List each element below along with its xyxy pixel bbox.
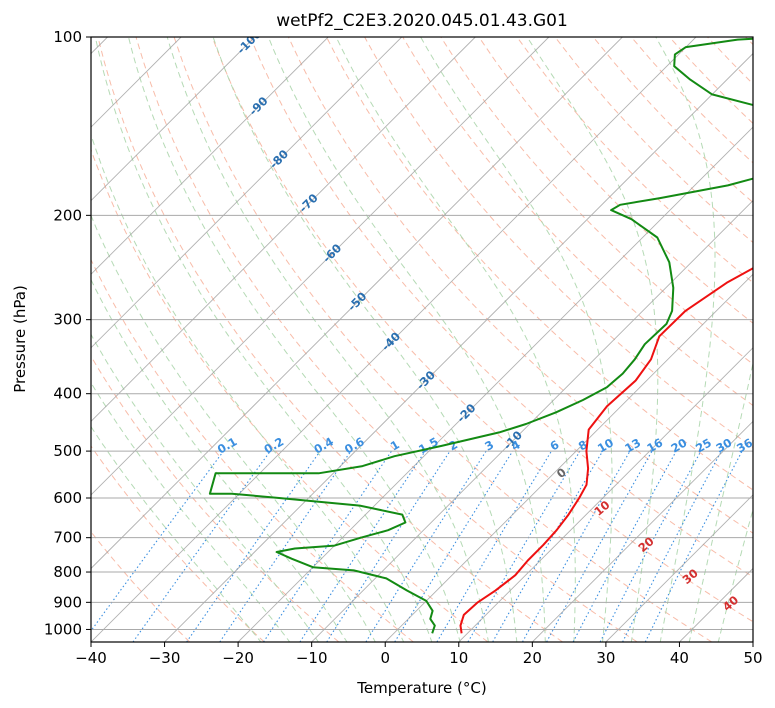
dry-adiabat: [173, 37, 713, 642]
x-axis: −40 −30 −20 −10 0 10 20 30 40 50: [75, 642, 763, 667]
moist-adiabat: [688, 360, 753, 642]
dry-adiabat: [211, 37, 753, 623]
mixing-ratio-line: [132, 450, 271, 642]
moist-adiabat: [91, 133, 405, 642]
dry-adiabat: [91, 258, 414, 642]
isotherm: [237, 126, 753, 642]
y-tick-label: 900: [53, 593, 82, 611]
isotherm: [311, 200, 753, 642]
y-tick-label: 400: [53, 385, 82, 403]
isotherm: [91, 37, 403, 349]
mixing-ratio-line: [546, 450, 653, 642]
y-tick-label: 800: [53, 563, 82, 581]
mixing-ratio-label: 25: [693, 435, 714, 455]
moist-adiabat: [91, 381, 291, 642]
x-tick-label: −40: [75, 649, 107, 667]
mixing-ratio-label: 10: [595, 435, 616, 455]
x-tick-label: −20: [222, 649, 254, 667]
mixing-ratio-label: 13: [622, 435, 643, 455]
x-axis-label: Temperature (°C): [356, 679, 486, 697]
isotherm: [91, 37, 623, 570]
mixing-ratio-line: [394, 450, 514, 642]
dry-adiabat: [97, 37, 563, 642]
y-tick-label: 600: [53, 489, 82, 507]
x-tick-label: −10: [296, 649, 328, 667]
mixing-ratio-line: [299, 450, 426, 642]
moist-adiabat: [128, 37, 461, 642]
moist-adiabat: [91, 333, 320, 642]
moist-adiabat: [267, 37, 546, 642]
x-tick-label: −30: [149, 649, 181, 667]
mixing-ratio-line: [522, 450, 631, 642]
chart-title: wetPf2_C2E3.2020.045.01.43.G01: [276, 11, 568, 31]
dry-adiabat: [91, 355, 340, 642]
y-tick-label: 1000: [44, 620, 82, 638]
moist-adiabat: [212, 37, 518, 642]
mixing-ratio-line: [91, 450, 224, 632]
x-tick-label: 20: [523, 649, 542, 667]
y-axis: 1000 900 800 700 600 500 400 300 200 100: [44, 28, 91, 638]
isotherm: [91, 37, 329, 275]
moist-adiabat: [526, 37, 659, 642]
mixing-ratio-line: [326, 450, 451, 642]
mixing-ratio-label: 20: [668, 435, 689, 455]
dry-adiabat: [135, 37, 638, 642]
plot-frame: [90, 36, 754, 643]
isotherm: [91, 37, 697, 642]
isotherm: [91, 37, 550, 496]
mixing-ratio-line: [263, 450, 392, 642]
y-tick-label: 700: [53, 529, 82, 547]
mixing-ratio-label: 16: [644, 435, 665, 455]
y-tick-label: 100: [53, 28, 82, 46]
mixing-ratio-line: [572, 450, 677, 642]
moist-adiabat: [655, 37, 716, 642]
mixing-ratio-line: [186, 450, 321, 642]
moist-adiabat: [717, 507, 753, 642]
x-tick-label: 0: [380, 649, 390, 667]
y-tick-label: 500: [53, 442, 82, 460]
isotherm: [532, 420, 753, 642]
sounding-profiles: [208, 37, 753, 634]
mixing-ratio-line: [219, 450, 352, 642]
x-tick-label: 10: [449, 649, 468, 667]
y-axis-label: Pressure (hPa): [11, 285, 29, 393]
dry-adiabat: [326, 37, 753, 491]
dry-adiabat: [287, 37, 753, 534]
x-tick-label: 40: [670, 649, 689, 667]
isotherm: [91, 37, 255, 202]
dewpoint-profile: [208, 37, 753, 634]
y-tick-label: 300: [53, 311, 82, 329]
temperature-profile: [459, 267, 753, 634]
y-tick-label: 200: [53, 206, 82, 224]
isotherm: [164, 52, 753, 642]
moist-adiabat: [91, 278, 348, 642]
mixing-ratio-label: 36: [734, 435, 755, 455]
moist-adiabat: [94, 37, 433, 642]
isotherm: [605, 494, 753, 642]
x-tick-label: 50: [743, 649, 762, 667]
x-tick-label: 30: [596, 649, 615, 667]
moist-adiabat: [91, 425, 262, 642]
moist-adiabat: [335, 37, 576, 642]
moist-adiabat: [91, 214, 376, 642]
mixing-ratio-label: 30: [714, 435, 735, 455]
isotherm: [384, 273, 753, 642]
isotherm: [91, 37, 476, 422]
dry-adiabat: [91, 445, 265, 642]
dry-adiabat: [249, 37, 753, 578]
isotherm: [458, 347, 753, 642]
mixing-ratio-line: [644, 450, 743, 642]
